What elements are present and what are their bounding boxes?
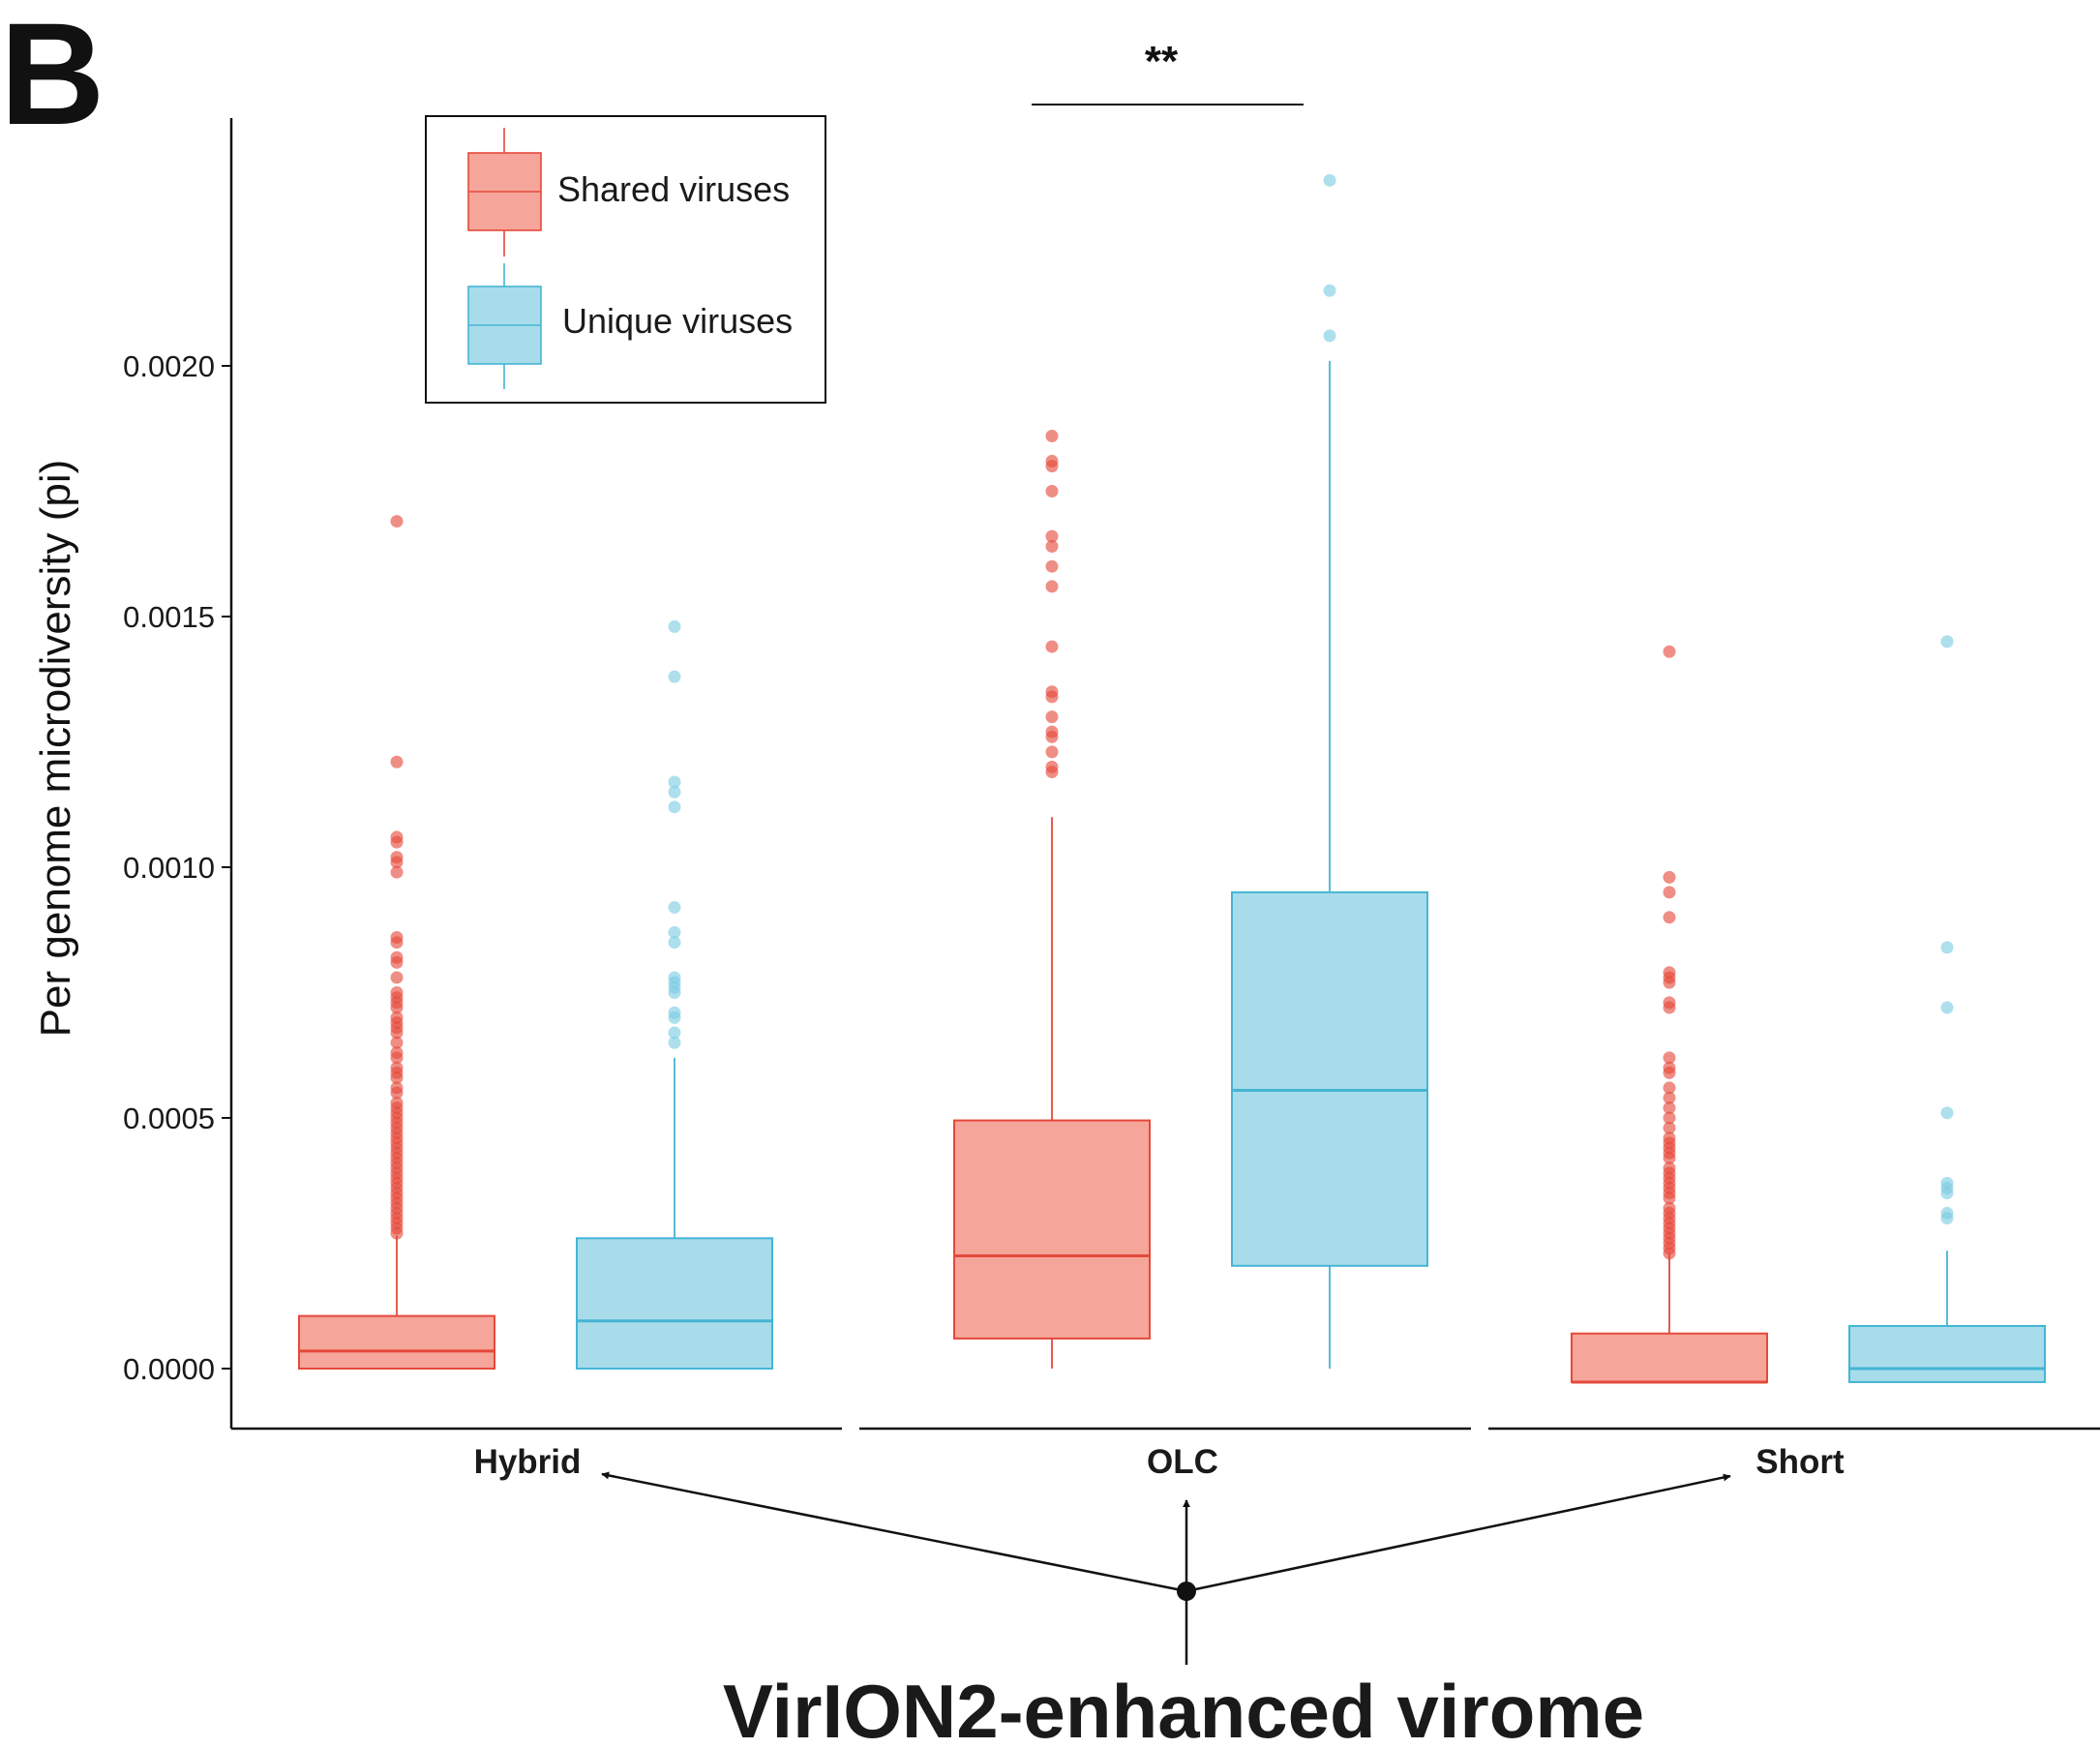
outlier-points <box>390 173 1954 1260</box>
outlier-point-short-shared <box>1663 1191 1676 1205</box>
outlier-point-olc-shared <box>1045 430 1059 443</box>
outlier-point-short-shared <box>1663 886 1676 899</box>
x-annotation: VirION2-enhanced virome <box>601 1471 1731 1748</box>
outlier-point-hybrid-unique <box>668 925 681 939</box>
y-tick-label: 0.0020 <box>123 349 215 383</box>
y-tick-label: 0.0010 <box>123 851 215 885</box>
outlier-point-short-unique <box>1940 1001 1954 1014</box>
outlier-point-olc-shared <box>1045 710 1059 724</box>
outlier-point-olc-shared <box>1045 485 1059 497</box>
outlier-point-olc-unique <box>1323 329 1336 343</box>
outlier-point-olc-shared <box>1045 690 1059 704</box>
arrow-to-hybrid <box>601 1471 1187 1593</box>
outlier-point-short-shared <box>1663 1101 1676 1115</box>
outlier-point-hybrid-unique <box>668 800 681 814</box>
x-group-label-short: Short <box>1755 1443 1845 1481</box>
outlier-point-olc-shared <box>1045 539 1059 553</box>
outlier-point-hybrid-shared <box>390 755 404 769</box>
outlier-point-hybrid-unique <box>668 670 681 683</box>
outlier-point-hybrid-unique <box>668 1026 681 1040</box>
outlier-point-short-shared <box>1663 1001 1676 1014</box>
y-tick-label: 0.0000 <box>123 1352 215 1386</box>
outlier-point-short-unique <box>1940 1106 1954 1120</box>
outlier-point-hybrid-shared <box>390 1051 404 1065</box>
outlier-point-hybrid-unique <box>668 900 681 914</box>
outlier-point-short-shared <box>1663 1247 1676 1260</box>
outlier-point-hybrid-shared <box>390 971 404 984</box>
outlier-point-hybrid-shared <box>390 1001 404 1014</box>
legend-label-unique: Unique viruses <box>562 301 793 341</box>
outlier-point-hybrid-shared <box>390 1086 404 1100</box>
outlier-point-short-shared <box>1663 1081 1676 1095</box>
outlier-point-hybrid-unique <box>668 785 681 799</box>
arrow-hub <box>1177 1582 1196 1601</box>
x-group-label-hybrid: Hybrid <box>474 1443 582 1481</box>
outlier-point-short-shared <box>1663 645 1676 658</box>
legend-label-shared: Shared viruses <box>557 169 790 209</box>
outlier-point-hybrid-shared <box>390 936 404 949</box>
box-short-shared <box>1571 1332 1768 1383</box>
outlier-point-hybrid-unique <box>668 936 681 949</box>
y-tick-label: 0.0015 <box>123 600 215 634</box>
box-olc-shared <box>953 1119 1151 1340</box>
box-hybrid-shared <box>298 1314 495 1370</box>
outlier-point-olc-unique <box>1323 284 1336 297</box>
outlier-point-olc-unique <box>1323 173 1336 187</box>
outlier-point-hybrid-shared <box>390 856 404 869</box>
y-axis-title: Per genome microdiversity (pi) <box>32 460 79 1038</box>
outlier-point-short-shared <box>1663 1121 1676 1134</box>
outlier-point-short-unique <box>1940 1212 1954 1225</box>
x-axis-title: VirION2-enhanced virome <box>723 1669 1644 1748</box>
outlier-point-hybrid-shared <box>390 955 404 969</box>
box-olc-unique <box>1231 890 1428 1267</box>
significance-stars: ** <box>1145 38 1179 85</box>
arrow-to-short <box>1185 1473 1731 1593</box>
outlier-point-short-shared <box>1663 870 1676 884</box>
outlier-point-short-shared <box>1663 1066 1676 1079</box>
outlier-point-short-shared <box>1663 1151 1676 1164</box>
outlier-point-olc-shared <box>1045 640 1059 653</box>
box-short-unique <box>1848 1324 2046 1383</box>
panel-letter: B <box>0 0 105 155</box>
outlier-point-short-shared <box>1663 1091 1676 1104</box>
outlier-point-hybrid-unique <box>668 986 681 999</box>
outlier-point-short-shared <box>1663 1111 1676 1125</box>
y-tick-label: 0.0005 <box>123 1101 215 1135</box>
box-hybrid-unique <box>576 1237 773 1370</box>
outlier-point-short-unique <box>1940 1187 1954 1200</box>
outlier-point-hybrid-shared <box>390 1026 404 1040</box>
outlier-point-olc-shared <box>1045 580 1059 593</box>
outlier-point-olc-shared <box>1045 460 1059 473</box>
outlier-point-hybrid-shared <box>390 515 404 528</box>
boxes <box>298 360 2046 1384</box>
outlier-point-short-shared <box>1663 976 1676 989</box>
outlier-point-hybrid-shared <box>390 1226 404 1240</box>
outlier-point-short-shared <box>1663 911 1676 924</box>
outlier-point-hybrid-shared <box>390 1036 404 1049</box>
outlier-point-short-shared <box>1663 1051 1676 1065</box>
outlier-point-olc-shared <box>1045 745 1059 759</box>
outlier-point-short-unique <box>1940 941 1954 954</box>
outlier-point-olc-shared <box>1045 766 1059 779</box>
outlier-point-hybrid-unique <box>668 619 681 633</box>
axes: 0.0000 0.0005 0.0010 0.0015 0.0020 Hybrid OLC S… <box>123 118 2100 1481</box>
outlier-point-hybrid-shared <box>390 835 404 849</box>
outlier-point-short-unique <box>1940 635 1954 648</box>
outlier-point-hybrid-unique <box>668 1036 681 1049</box>
x-group-label-olc: OLC <box>1147 1443 1218 1481</box>
significance-annotation: ** <box>1032 38 1304 105</box>
outlier-point-hybrid-unique <box>668 1010 681 1024</box>
outlier-point-hybrid-shared <box>390 1071 404 1085</box>
outlier-point-hybrid-shared <box>390 865 404 879</box>
outlier-point-hybrid-unique <box>668 775 681 789</box>
outlier-point-olc-shared <box>1045 559 1059 573</box>
outlier-point-olc-shared <box>1045 730 1059 743</box>
outlier-point-olc-shared <box>1045 529 1059 543</box>
legend: Shared viruses Unique viruses <box>425 115 826 404</box>
